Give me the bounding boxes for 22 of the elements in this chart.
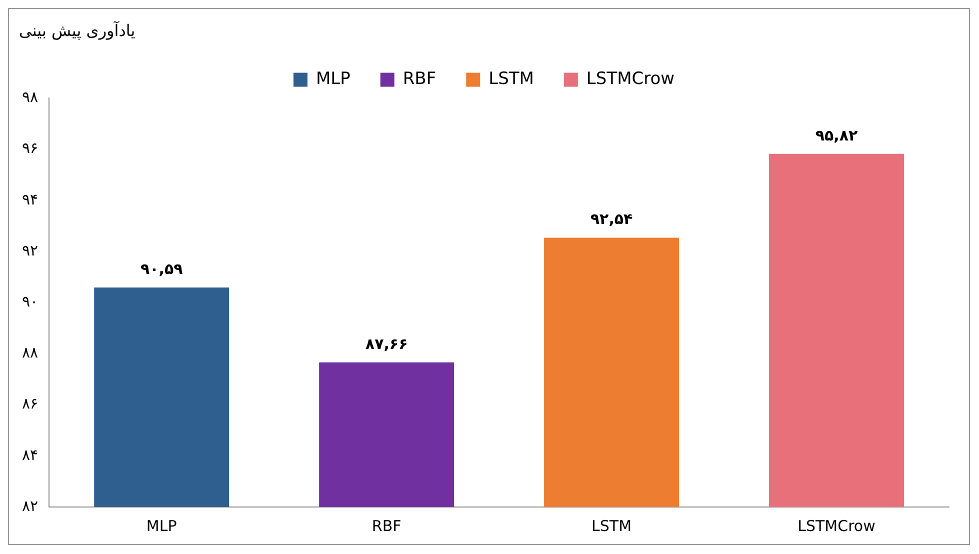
- chart-title: یادآوری پیش بینی: [19, 20, 136, 40]
- y-tick-label: ۸۶: [22, 394, 38, 413]
- legend-label: RBF: [402, 69, 436, 90]
- data-label: ۸۷,۶۶: [365, 334, 408, 353]
- y-tick-label: ۹۰: [22, 292, 38, 310]
- y-tick-label: ۹۶: [22, 139, 38, 158]
- legend-label: MLP: [316, 69, 350, 90]
- y-tick-label: ۹۸: [22, 88, 38, 106]
- y-tick-label: ۸۸: [22, 344, 38, 362]
- data-label: ۹۵,۸۲: [815, 126, 858, 144]
- y-tick-label: ۸۴: [22, 446, 38, 464]
- y-tick-label: ۸۲: [22, 496, 38, 515]
- x-tick-label: LSTM: [592, 516, 632, 535]
- y-tick-label: ۹۲: [22, 241, 38, 260]
- legend-label: LSTMCrow: [586, 69, 675, 90]
- x-tick-label: MLP: [146, 516, 177, 535]
- y-tick-label: ۹۴: [22, 190, 38, 208]
- x-tick-label: RBF: [372, 516, 402, 535]
- data-label: ۹۰,۵۹: [140, 260, 183, 278]
- legend-label: LSTM: [488, 69, 534, 90]
- data-label: ۹۲,۵۴: [590, 210, 633, 228]
- x-tick-label: LSTMCrow: [798, 516, 876, 535]
